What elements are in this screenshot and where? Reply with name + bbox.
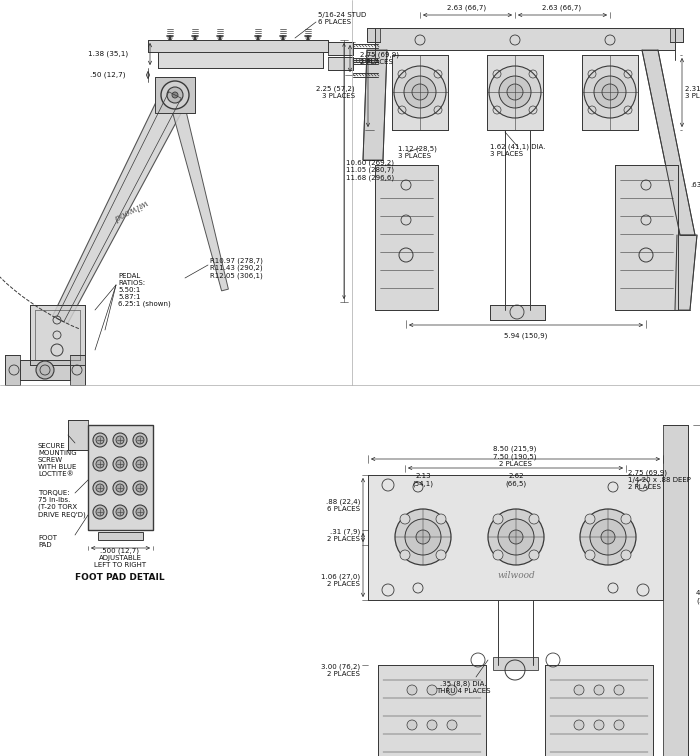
- Circle shape: [580, 509, 636, 565]
- Polygon shape: [368, 475, 663, 600]
- Circle shape: [116, 436, 124, 444]
- Polygon shape: [642, 50, 695, 235]
- Circle shape: [405, 519, 441, 555]
- Polygon shape: [615, 165, 678, 310]
- Text: 2.75 (69,9)
1/4-20 x .88 DEEP
2 PLACES: 2.75 (69,9) 1/4-20 x .88 DEEP 2 PLACES: [628, 469, 691, 490]
- Text: .35 (8,8) DIA.
THRU 4 PLACES: .35 (8,8) DIA. THRU 4 PLACES: [435, 680, 490, 694]
- Circle shape: [113, 505, 127, 519]
- Circle shape: [133, 481, 147, 495]
- Text: 2.13
(54,1): 2.13 (54,1): [412, 473, 433, 487]
- Circle shape: [529, 514, 539, 524]
- Circle shape: [493, 550, 503, 560]
- Polygon shape: [70, 355, 85, 385]
- Text: 2.75 (69,9)
2 PLACES: 2.75 (69,9) 2 PLACES: [360, 51, 399, 65]
- Circle shape: [602, 84, 618, 100]
- Circle shape: [404, 76, 436, 108]
- Polygon shape: [378, 665, 486, 756]
- Polygon shape: [52, 88, 188, 324]
- Circle shape: [93, 481, 107, 495]
- Text: .31 (7,9)
2 PLACES: .31 (7,9) 2 PLACES: [327, 528, 360, 542]
- Circle shape: [574, 685, 584, 695]
- Circle shape: [447, 720, 457, 730]
- Text: 2.63 (66,7): 2.63 (66,7): [542, 5, 582, 11]
- Circle shape: [507, 84, 523, 100]
- Polygon shape: [375, 165, 438, 310]
- Circle shape: [529, 550, 539, 560]
- Circle shape: [96, 436, 104, 444]
- Circle shape: [436, 550, 446, 560]
- Polygon shape: [155, 77, 195, 113]
- Polygon shape: [367, 28, 380, 42]
- Text: TORQUE:
75 In-lbs.
(T-20 TORX
DRIVE REQ'D): TORQUE: 75 In-lbs. (T-20 TORX DRIVE REQ'…: [38, 490, 85, 518]
- Text: wilwood: wilwood: [497, 571, 535, 580]
- Circle shape: [96, 508, 104, 516]
- Polygon shape: [20, 360, 70, 380]
- Text: 1.06 (27,0)
2 PLACES: 1.06 (27,0) 2 PLACES: [321, 573, 360, 587]
- Circle shape: [601, 530, 615, 544]
- Polygon shape: [168, 93, 228, 291]
- Circle shape: [412, 84, 428, 100]
- Polygon shape: [68, 420, 88, 450]
- Circle shape: [116, 460, 124, 468]
- Text: PEDAL
RATIOS:
5.50:1
5.87:1
6.25:1 (shown): PEDAL RATIOS: 5.50:1 5.87:1 6.25:1 (show…: [118, 273, 171, 307]
- Text: 1.62 (41,1) DIA.
3 PLACES: 1.62 (41,1) DIA. 3 PLACES: [490, 143, 545, 156]
- Text: .500 (12,7)
ADJUSTABLE
LEFT TO RIGHT: .500 (12,7) ADJUSTABLE LEFT TO RIGHT: [94, 548, 146, 569]
- Polygon shape: [392, 55, 448, 130]
- Circle shape: [590, 519, 626, 555]
- Bar: [88, 425, 153, 530]
- Polygon shape: [148, 40, 328, 52]
- Circle shape: [584, 66, 636, 118]
- Circle shape: [585, 550, 595, 560]
- Polygon shape: [375, 28, 675, 50]
- Circle shape: [93, 433, 107, 447]
- Circle shape: [395, 509, 451, 565]
- Circle shape: [136, 508, 144, 516]
- Circle shape: [427, 720, 437, 730]
- Circle shape: [574, 720, 584, 730]
- Circle shape: [96, 460, 104, 468]
- Polygon shape: [487, 55, 543, 130]
- Polygon shape: [5, 355, 20, 385]
- Polygon shape: [88, 425, 153, 530]
- Circle shape: [394, 66, 446, 118]
- Text: 8.50 (215,9): 8.50 (215,9): [494, 446, 537, 452]
- Polygon shape: [582, 55, 638, 130]
- Circle shape: [116, 508, 124, 516]
- Text: 4.62
(117,3): 4.62 (117,3): [696, 590, 700, 604]
- Text: 3.00 (76,2)
2 PLACES: 3.00 (76,2) 2 PLACES: [321, 663, 360, 677]
- Circle shape: [161, 81, 189, 109]
- Circle shape: [498, 519, 534, 555]
- Circle shape: [133, 505, 147, 519]
- Circle shape: [447, 685, 457, 695]
- Circle shape: [509, 530, 523, 544]
- Polygon shape: [158, 52, 323, 68]
- Circle shape: [416, 530, 430, 544]
- Circle shape: [489, 66, 541, 118]
- Text: 2.31 (58,7)
3 PLACES: 2.31 (58,7) 3 PLACES: [685, 85, 700, 99]
- Circle shape: [136, 460, 144, 468]
- Polygon shape: [363, 50, 387, 160]
- Text: 2.63 (66,7): 2.63 (66,7): [447, 5, 486, 11]
- Circle shape: [133, 433, 147, 447]
- Circle shape: [167, 87, 183, 103]
- Text: 7.50 (190,5)
2 PLACES: 7.50 (190,5) 2 PLACES: [494, 454, 537, 466]
- Circle shape: [113, 433, 127, 447]
- Text: .50 (12,7): .50 (12,7): [90, 72, 126, 79]
- Circle shape: [488, 509, 544, 565]
- Polygon shape: [675, 235, 697, 310]
- Text: wilwood: wilwood: [111, 197, 149, 222]
- Circle shape: [93, 505, 107, 519]
- Text: 2.25 (57,2)
3 PLACES: 2.25 (57,2) 3 PLACES: [316, 85, 355, 99]
- Text: 2.62
(66,5): 2.62 (66,5): [505, 473, 526, 487]
- Text: R10.97 (278,7)
R11.43 (290,2)
R12.05 (306,1): R10.97 (278,7) R11.43 (290,2) R12.05 (30…: [210, 257, 263, 279]
- Bar: [155, 77, 195, 113]
- Bar: [98, 532, 143, 540]
- Text: FOOT
PAD: FOOT PAD: [38, 535, 57, 548]
- Polygon shape: [490, 305, 545, 320]
- Circle shape: [436, 514, 446, 524]
- Text: FOOT PAD DETAIL: FOOT PAD DETAIL: [75, 574, 164, 583]
- Circle shape: [407, 685, 417, 695]
- Polygon shape: [328, 57, 353, 70]
- Circle shape: [614, 685, 624, 695]
- Circle shape: [407, 720, 417, 730]
